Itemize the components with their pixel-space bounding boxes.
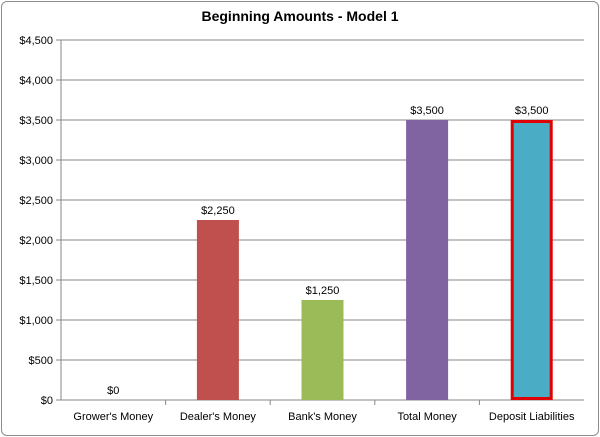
bar (510, 120, 553, 400)
data-label: $2,250 (201, 205, 235, 217)
data-label: $3,500 (515, 105, 549, 117)
x-tick-label: Bank's Money (288, 411, 357, 423)
x-tick-label: Deposit Liabilities (489, 411, 575, 423)
data-label: $0 (107, 385, 119, 397)
y-tick-label: $1,500 (19, 275, 53, 287)
x-tick-label: Total Money (397, 411, 457, 423)
y-tick-label: $1,000 (19, 315, 53, 327)
bar (301, 300, 344, 400)
y-tick-label: $0 (41, 395, 53, 407)
y-tick-label: $3,000 (19, 155, 53, 167)
y-tick-label: $4,500 (19, 35, 53, 47)
x-tick-label: Grower's Money (73, 411, 153, 423)
bar (196, 220, 239, 400)
data-label: $1,250 (306, 285, 340, 297)
y-tick-label: $500 (29, 355, 53, 367)
y-tick-label: $2,000 (19, 235, 53, 247)
bar (406, 120, 449, 400)
y-tick-label: $2,500 (19, 195, 53, 207)
y-tick-label: $3,500 (19, 115, 53, 127)
chart-title: Beginning Amounts - Model 1 (201, 8, 399, 24)
x-tick-label: Dealer's Money (180, 411, 257, 423)
y-tick-label: $4,000 (19, 75, 53, 87)
data-label: $3,500 (410, 105, 444, 117)
